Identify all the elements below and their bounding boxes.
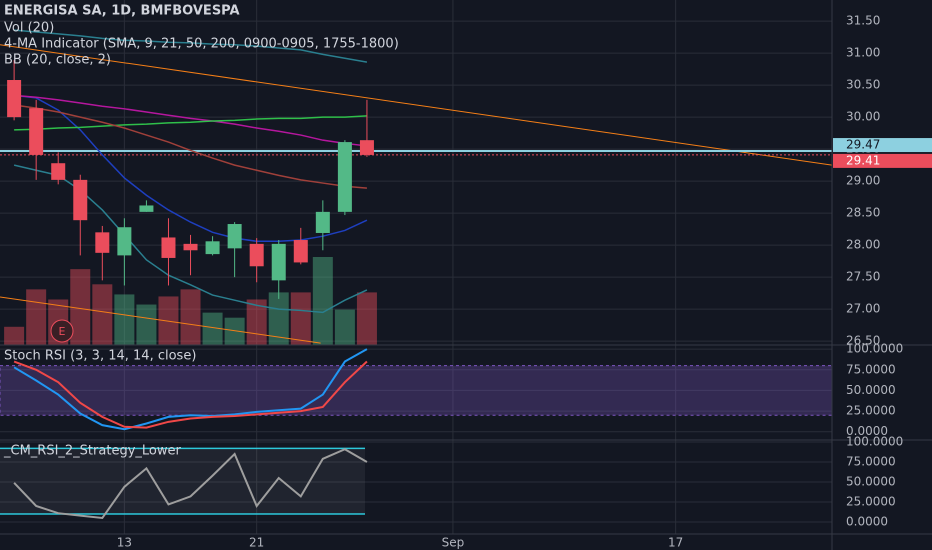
series-line — [14, 94, 368, 243]
series-line — [14, 29, 368, 63]
y-tick-label: 0.0000 — [846, 515, 888, 529]
trend-line — [0, 296, 321, 344]
price-label-bg — [833, 153, 932, 168]
candle-body — [359, 140, 374, 155]
x-tick-label: 17 — [668, 536, 683, 550]
y-tick-label: 25.0000 — [846, 495, 896, 509]
pane-title: Stoch RSI (3, 3, 14, 14, close) — [4, 349, 196, 364]
volume-bar — [312, 257, 333, 345]
candle-body — [95, 232, 110, 253]
y-tick-label: 50.0000 — [846, 383, 896, 397]
y-tick-label: 0.0000 — [846, 424, 888, 438]
y-tick-label: 100.0000 — [846, 435, 903, 449]
volume-bar — [268, 292, 289, 345]
badge: E — [59, 325, 66, 338]
y-tick-label: 25.0000 — [846, 404, 896, 418]
candle-body — [183, 243, 198, 251]
badge-circle — [50, 319, 74, 343]
volume-bar — [202, 312, 223, 345]
y-tick-label: 28.50 — [846, 206, 880, 220]
y-tick-label: 75.0000 — [846, 362, 896, 376]
candle-body — [205, 241, 220, 255]
pane — [0, 441, 832, 523]
y-tick-label: 31.50 — [846, 14, 880, 28]
volume-bar — [114, 294, 135, 345]
volume-bar — [180, 289, 201, 345]
price-label-bg — [833, 138, 932, 153]
volume-bar — [290, 292, 311, 345]
y-tick-label: 27.00 — [846, 302, 880, 316]
x-tick-label: Sep — [442, 536, 465, 550]
y-tick-label: 28.00 — [846, 238, 880, 252]
y-tick-label: 30.50 — [846, 78, 880, 92]
volume-bar — [224, 317, 245, 345]
legend-item: Vol (20) — [4, 21, 54, 36]
volume-bar — [356, 292, 377, 345]
candle-body — [227, 224, 242, 249]
legend-item: 4-MA Indicator (SMA, 9, 21, 50, 200, 090… — [4, 37, 399, 52]
y-tick-label: 50.0000 — [846, 475, 896, 489]
candle-body — [7, 80, 22, 118]
volume-bar — [4, 326, 25, 345]
legend-item: BB (20, close, 2) — [4, 53, 111, 68]
candle-body — [73, 179, 88, 221]
volume-bar — [92, 284, 113, 345]
series-line — [14, 94, 368, 147]
candle-body — [293, 240, 308, 263]
y-tick-label: 31.00 — [846, 46, 880, 60]
volume-bar — [334, 309, 355, 345]
y-tick-label: 29.00 — [846, 174, 880, 188]
y-tick-label: 30.00 — [846, 110, 880, 124]
series-line — [13, 360, 368, 429]
price-label: 29.41 — [846, 153, 880, 167]
series-line — [13, 348, 368, 431]
volume-bar — [70, 269, 91, 345]
candle-body — [271, 243, 286, 281]
level-fill — [0, 448, 365, 514]
series-line — [14, 104, 368, 189]
y-tick-label: 75.0000 — [846, 455, 896, 469]
candle-body — [51, 163, 66, 180]
volume-bar — [26, 289, 47, 345]
pane — [0, 348, 832, 433]
candle-body — [337, 142, 352, 212]
candle-body — [117, 227, 132, 256]
candle-body — [315, 211, 330, 233]
y-tick-label: 26.50 — [846, 334, 880, 348]
legend-title: ENERGISA SA, 1D, BMFBOVESPA — [4, 4, 240, 19]
pane-title: _CM_RSI_2_Strategy_Lower — [3, 444, 181, 459]
y-tick-label: 100.0000 — [846, 342, 903, 356]
x-tick-label: 21 — [249, 536, 264, 550]
candle-body — [29, 108, 44, 155]
volume-bar — [136, 304, 157, 345]
series-line — [13, 164, 368, 314]
series-line — [14, 115, 367, 131]
trend-line — [0, 44, 832, 166]
price-label: 29.47 — [846, 138, 880, 152]
candle-body — [161, 237, 176, 258]
band — [0, 365, 832, 416]
series-line — [13, 448, 368, 520]
x-tick-label: 13 — [117, 536, 132, 550]
candle-body — [139, 205, 154, 212]
y-tick-label: 27.50 — [846, 270, 880, 284]
candle-body — [249, 243, 264, 267]
